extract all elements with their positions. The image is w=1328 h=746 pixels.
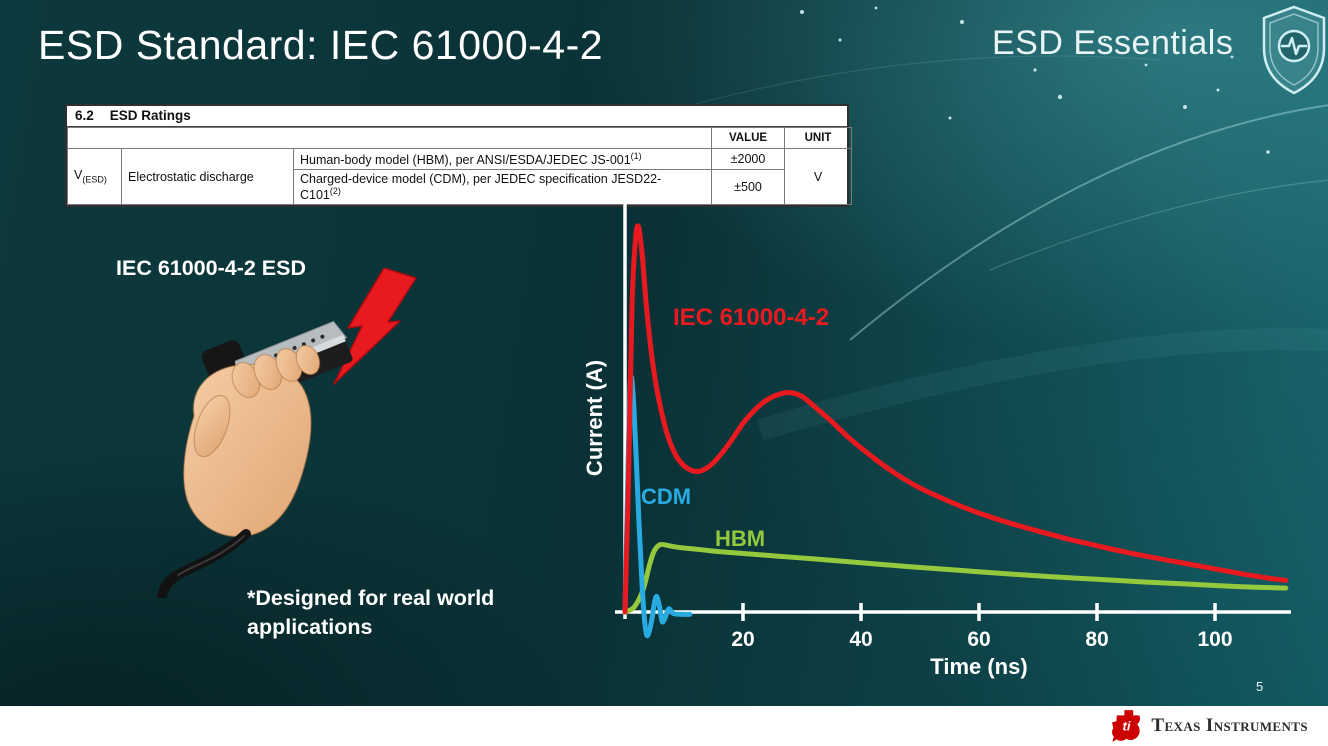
ti-bug-shape (1112, 710, 1141, 742)
symbol-subscript: (ESD) (82, 174, 107, 185)
chart-canvas: 20 40 60 80 100 (615, 204, 1291, 651)
x-tick-label: 80 (1085, 628, 1108, 651)
cdm-description: Charged-device model (CDM), per JEDEC sp… (300, 172, 662, 203)
empty-header-cell (66, 127, 713, 149)
x-tick-label: 40 (849, 628, 872, 651)
series-label-hbm: HBM (715, 526, 766, 551)
parameter-cell: Electrostatic discharge (121, 147, 294, 206)
x-tick-label: 20 (731, 628, 754, 651)
swoosh-line (989, 179, 1328, 271)
hbm-description: Human-body model (HBM), per ANSI/ESDA/JE… (300, 153, 631, 168)
heartbeat-pulse-icon (1280, 36, 1308, 56)
curve-iec-61000-4-2 (622, 223, 1289, 615)
x-axis-label: Time (ns) (930, 654, 1028, 679)
texas-instruments-logo-icon: ti (1112, 710, 1141, 742)
hbm-footnote: (1) (630, 151, 642, 161)
page-title: ESD Standard: IEC 61000-4-2 (38, 22, 604, 68)
table-row: Charged-device model (CDM), per JEDEC sp… (68, 169, 852, 206)
hbm-description-cell: Human-body model (HBM), per ANSI/ESDA/JE… (292, 147, 713, 171)
swoosh-line (849, 104, 1328, 341)
y-axis-label: Current (A) (582, 359, 607, 477)
esd-waveform-chart: Current (A) 20 40 60 80 100 IEC 61000-4-2 CD… (582, 192, 1305, 702)
curve-hbm (622, 541, 1289, 615)
series-label-iec: IEC 61000-4-2 (673, 304, 830, 331)
esd-shield-pulse-icon (1262, 5, 1326, 95)
star-dots (800, 6, 1270, 154)
cable-highlight (177, 535, 245, 576)
unit-column-header: UNIT (784, 127, 853, 149)
cable (157, 529, 251, 598)
hand-holding-connector-illustration (157, 268, 417, 598)
thumb (193, 394, 231, 458)
section-number: 6.2 (75, 108, 94, 123)
cdm-footnote: (2) (329, 186, 341, 197)
cdm-description-cell: Charged-device model (CDM), per JEDEC sp… (292, 169, 713, 206)
lightning-bolt-icon (333, 268, 417, 385)
table-section-header: 6.2 ESD Ratings (67, 106, 847, 127)
connector-label: IEC 61000-4-2 ESD (116, 256, 307, 280)
fingers (231, 344, 321, 398)
page-number: 5 (1256, 679, 1264, 694)
section-title: ESD Ratings (109, 108, 191, 123)
hbm-value-cell: ±2000 (711, 147, 786, 171)
x-tick-label: 60 (967, 628, 990, 651)
design-note: *Designed for real world applications (247, 586, 495, 640)
footer-bar: ti Texas Instruments (0, 706, 1328, 746)
symbol-base: V (74, 168, 83, 183)
brand-name: Texas Instruments (1151, 715, 1308, 736)
swoosh-line (639, 55, 1161, 121)
value-column-header: VALUE (711, 127, 786, 149)
esd-ratings-table: 6.2 ESD Ratings VALUE UNIT V(ESD) Electro… (65, 104, 853, 208)
ratings-grid: VALUE UNIT V(ESD) Electrostatic discharg… (66, 127, 853, 206)
swoosh-band (756, 328, 1328, 441)
unit-cell: V (784, 147, 853, 206)
series-label-cdm: CDM (641, 484, 692, 509)
cdm-value-cell: ±500 (711, 169, 786, 206)
symbol-cell: V(ESD) (67, 147, 122, 206)
shield-inner-outline (1269, 13, 1319, 86)
table-row: V(ESD) Electrostatic discharge Human-bod… (67, 147, 853, 206)
ti-bug-letters: ti (1123, 718, 1131, 733)
series-title: ESD Essentials (992, 24, 1234, 62)
hand (183, 344, 321, 538)
x-tick-label: 100 (1197, 628, 1232, 651)
